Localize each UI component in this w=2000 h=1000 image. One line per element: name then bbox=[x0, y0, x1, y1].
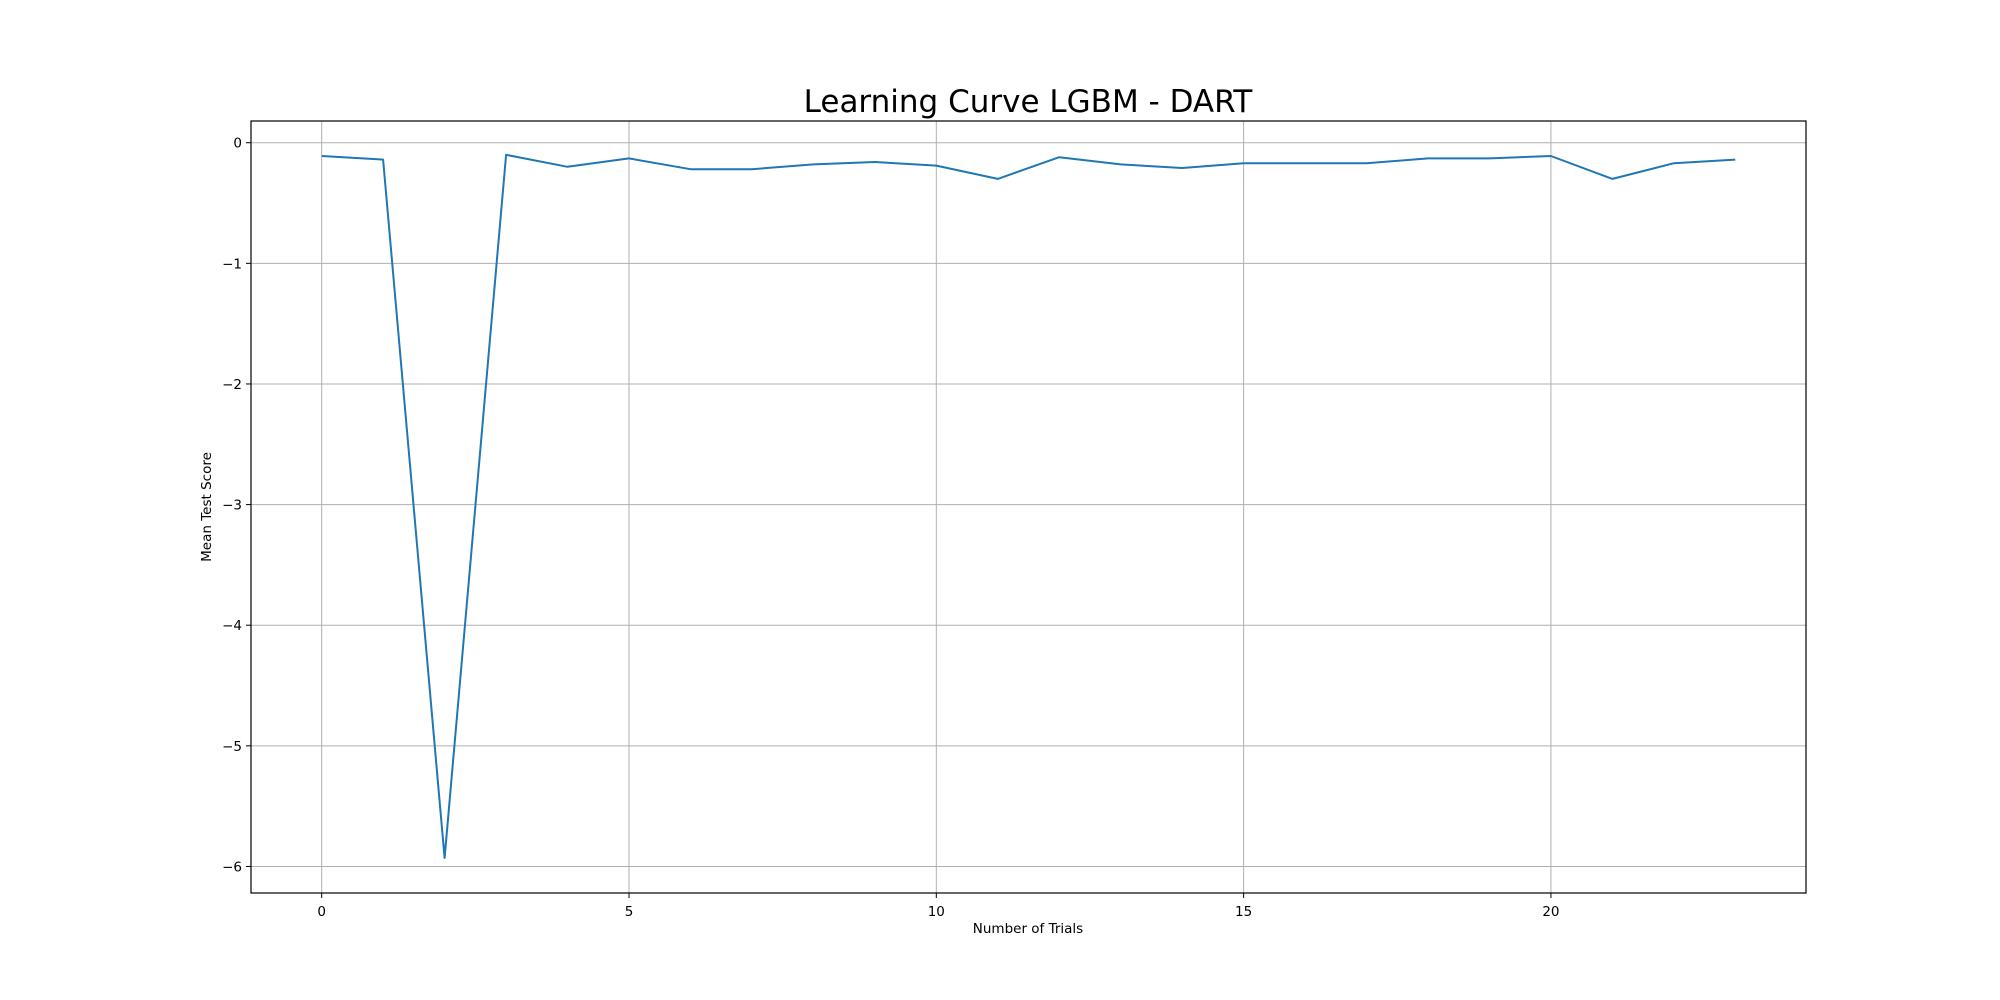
axis-ticks: 0 5 10 15 20 0 −1 −2 −3 −4 −5 −6 bbox=[222, 136, 1559, 920]
x-tick-label: 20 bbox=[1542, 904, 1559, 920]
series-layer bbox=[321, 153, 1736, 859]
x-axis-label: Number of Trials bbox=[973, 921, 1083, 937]
plot-frame bbox=[250, 120, 1807, 894]
chart-title: Learning Curve LGBM - DART bbox=[804, 84, 1254, 120]
y-tick-label: −5 bbox=[222, 739, 242, 755]
y-tick-label: 0 bbox=[233, 136, 242, 152]
y-tick-label: −1 bbox=[222, 256, 242, 272]
series-line bbox=[321, 153, 1736, 859]
x-tick-label: 0 bbox=[317, 904, 326, 920]
x-tick-label: 5 bbox=[625, 904, 634, 920]
x-tick-label: 15 bbox=[1235, 904, 1252, 920]
y-axis-label: Mean Test Score bbox=[199, 452, 215, 562]
y-tick-label: −6 bbox=[222, 859, 242, 875]
x-tick-label: 10 bbox=[928, 904, 945, 920]
y-tick-label: −3 bbox=[222, 498, 242, 514]
y-tick-label: −2 bbox=[222, 377, 242, 393]
y-tick-label: −4 bbox=[222, 618, 242, 634]
grid bbox=[251, 121, 1806, 893]
